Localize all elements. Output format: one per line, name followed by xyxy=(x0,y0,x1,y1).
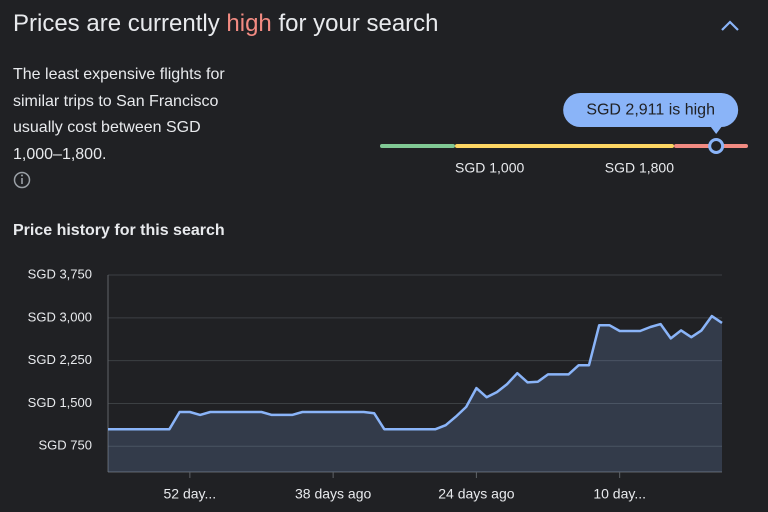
title-text: for your search xyxy=(278,10,439,37)
range-tick-label: SGD 1,800 xyxy=(605,160,674,176)
y-tick-label: SGD 2,250 xyxy=(28,352,92,367)
x-tick-label: 24 days ago xyxy=(438,486,514,502)
info-icon-dot xyxy=(21,174,23,177)
title-text: Prices are currently xyxy=(13,10,220,37)
y-tick-label: SGD 3,750 xyxy=(28,266,92,281)
description: The least expensive flights for similar … xyxy=(13,66,225,163)
x-tick-label: 52 day... xyxy=(164,486,217,502)
price-badge-label: SGD 2,911 is high xyxy=(586,102,715,119)
range-tick-label: SGD 1,000 xyxy=(455,160,524,176)
title-highlight: high xyxy=(226,10,272,37)
info-icon[interactable] xyxy=(13,171,31,189)
price-marker xyxy=(708,138,725,154)
chart-title: Price history for this search xyxy=(13,222,225,239)
header-title: Prices are currently high for your searc… xyxy=(13,10,439,38)
y-tick-label: SGD 1,500 xyxy=(28,395,92,410)
y-tick-label: SGD 3,000 xyxy=(28,309,92,324)
price-area xyxy=(108,316,722,472)
x-tick-label: 38 days ago xyxy=(295,486,371,502)
y-tick-label: SGD 750 xyxy=(39,438,92,453)
price-badge xyxy=(563,93,739,127)
collapse-button[interactable] xyxy=(721,20,739,31)
price-line xyxy=(108,314,723,431)
x-tick-label: 10 day... xyxy=(593,486,646,502)
price-badge-pointer xyxy=(710,126,723,134)
